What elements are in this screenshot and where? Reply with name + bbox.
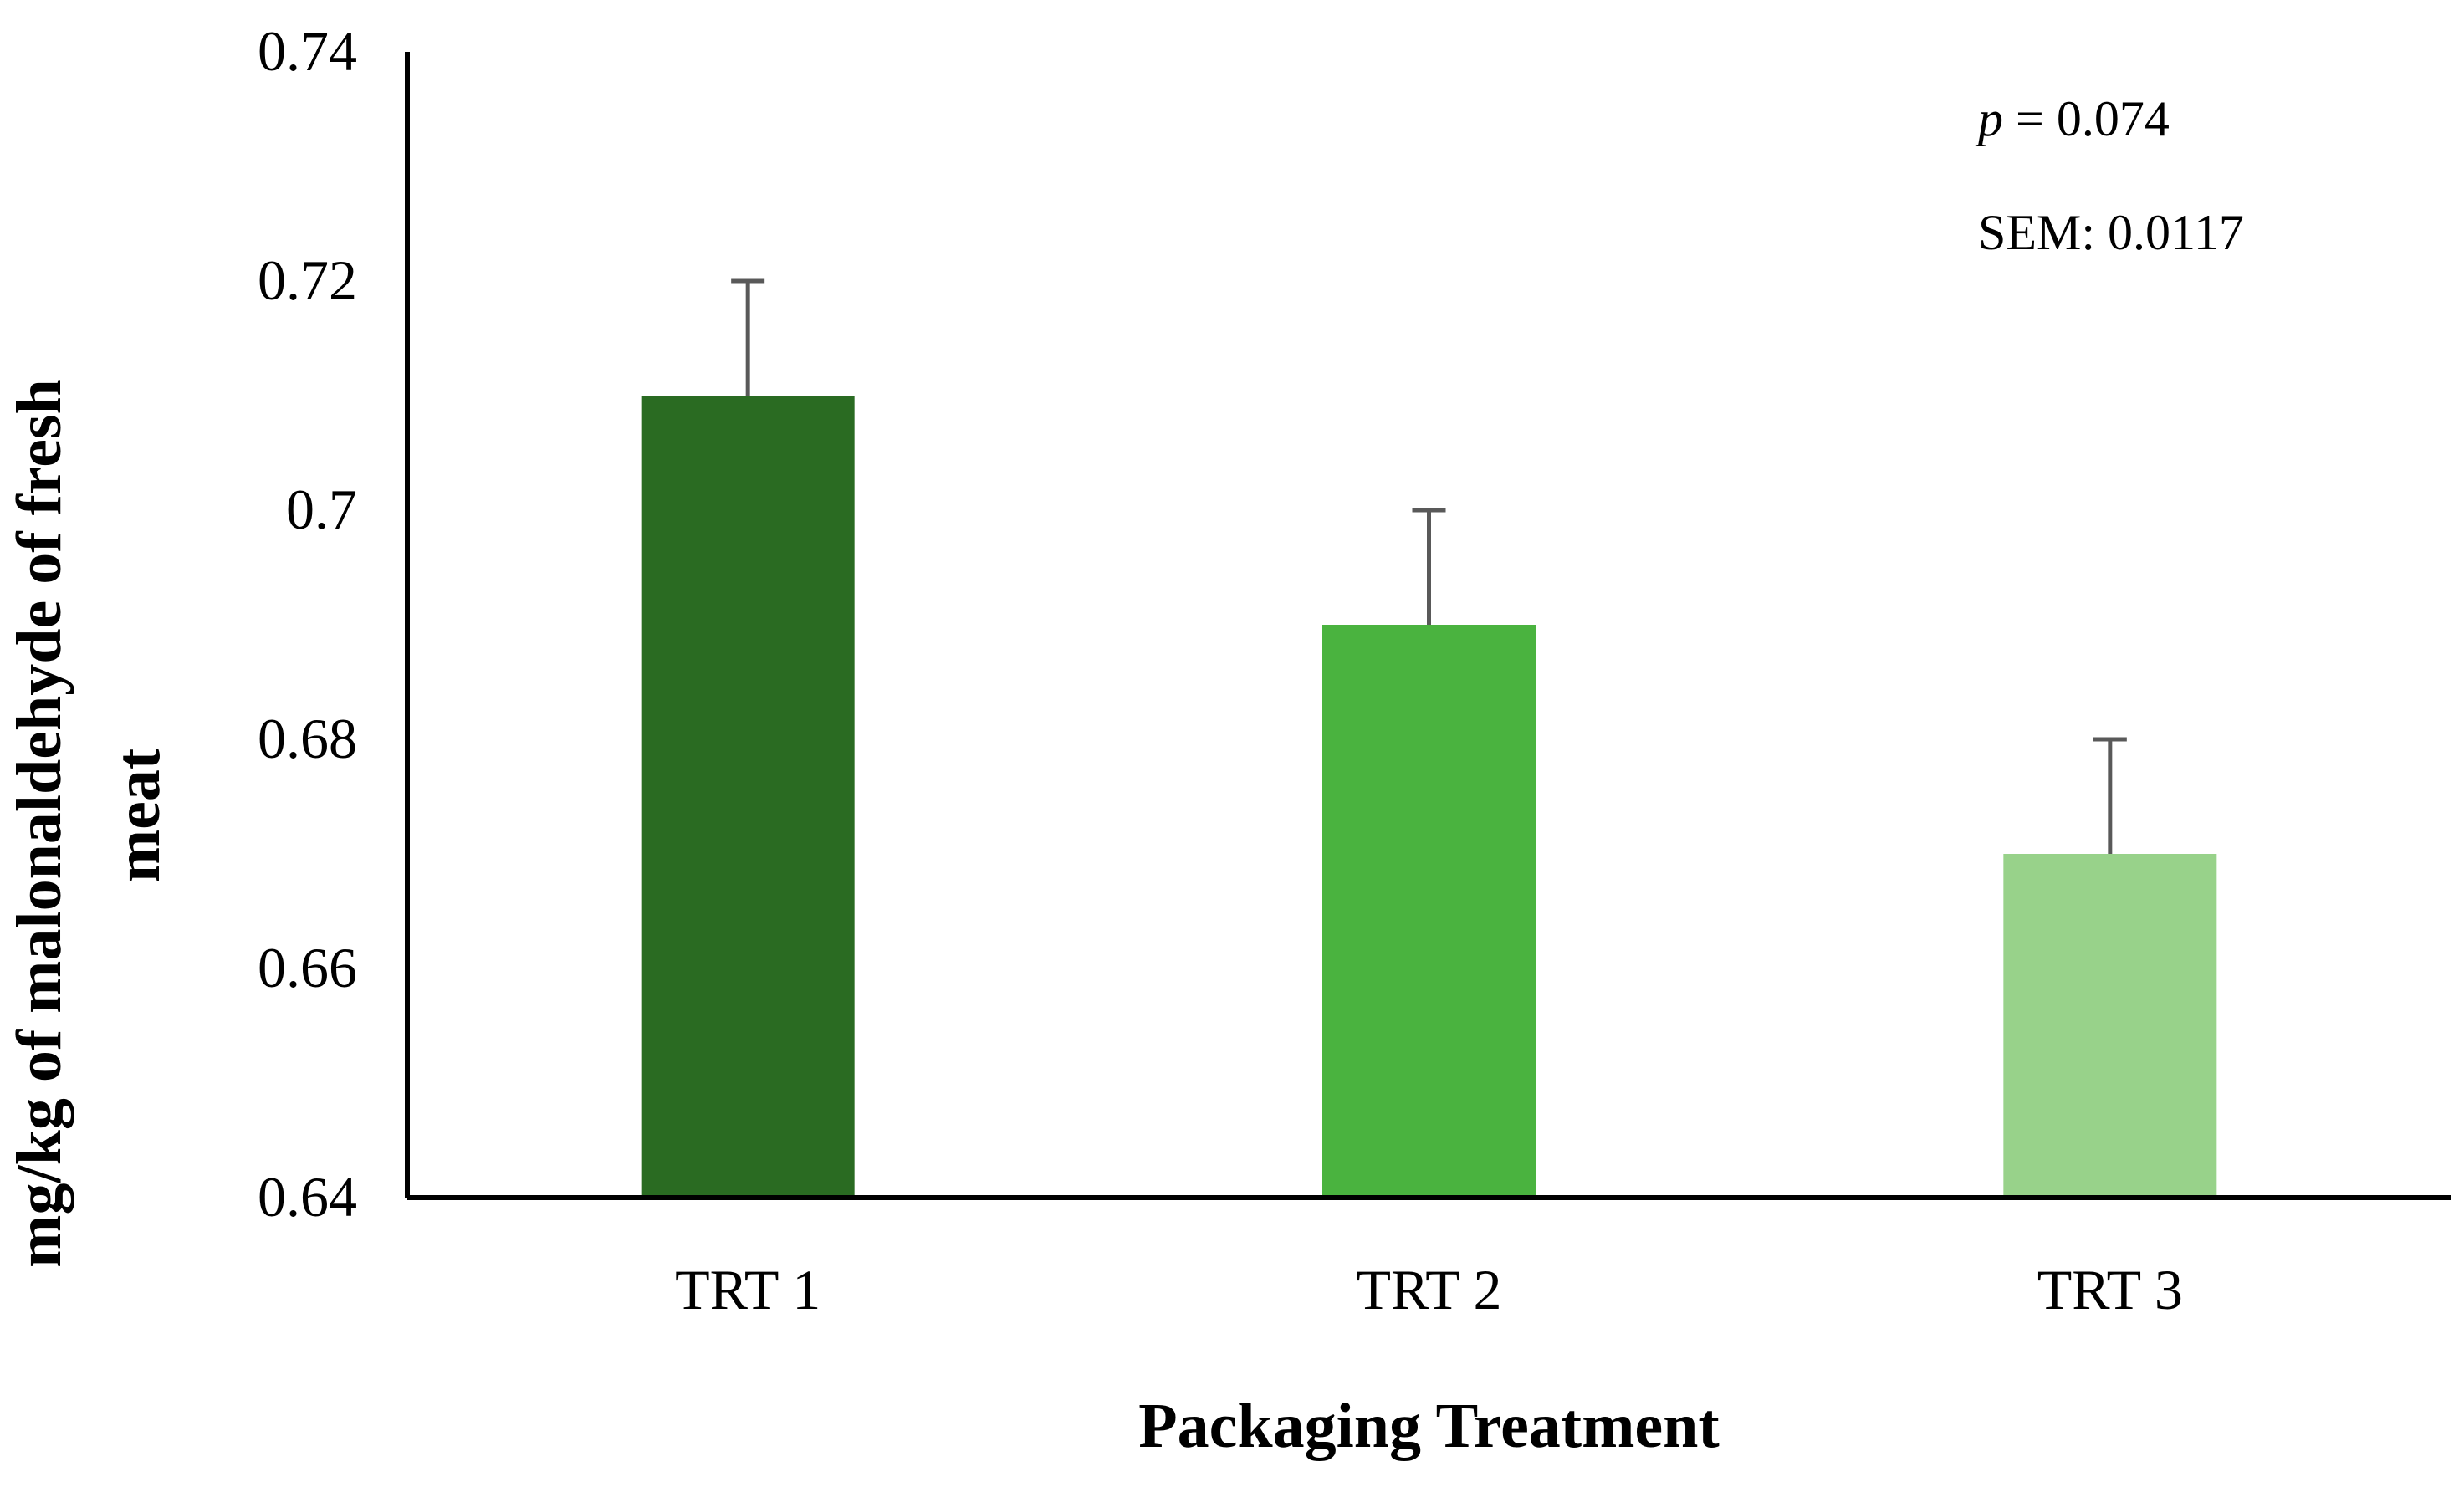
p-value-annotation: p = 0.074 bbox=[1975, 91, 2170, 146]
x-category-label: TRT 2 bbox=[1356, 1258, 1501, 1321]
bar bbox=[1322, 625, 1536, 1198]
x-category-label: TRT 1 bbox=[675, 1258, 820, 1321]
y-tick-label: 0.74 bbox=[258, 19, 357, 83]
bar bbox=[641, 396, 855, 1198]
y-axis-title: mg/kg of malonaldehyde of fresh meat bbox=[4, 363, 173, 1268]
sem-annotation: SEM: 0.0117 bbox=[1978, 205, 2244, 260]
bar bbox=[2003, 854, 2217, 1198]
error-bars-layer bbox=[731, 278, 2127, 854]
x-category-label: TRT 3 bbox=[2037, 1258, 2183, 1321]
y-tick-labels: 0.64 0.66 0.68 0.7 0.72 0.74 bbox=[258, 19, 357, 1229]
y-axis-title-line-1: mg/kg of malonaldehyde of fresh bbox=[4, 379, 74, 1268]
y-tick-label: 0.64 bbox=[258, 1165, 357, 1229]
y-tick-label: 0.66 bbox=[258, 936, 357, 999]
x-category-labels: TRT 1 TRT 2 TRT 3 bbox=[675, 1258, 2183, 1321]
y-tick-label: 0.68 bbox=[258, 707, 357, 770]
y-tick-label: 0.7 bbox=[286, 478, 357, 541]
p-value-text: = 0.074 bbox=[2003, 91, 2170, 146]
y-tick-label: 0.72 bbox=[258, 248, 357, 312]
axes-layer bbox=[405, 52, 2451, 1200]
x-axis-title: Packaging Treatment bbox=[1138, 1391, 1720, 1461]
p-symbol: p bbox=[1975, 91, 2003, 146]
y-axis-title-line-2: meat bbox=[103, 749, 173, 882]
bars-layer bbox=[641, 396, 2217, 1198]
